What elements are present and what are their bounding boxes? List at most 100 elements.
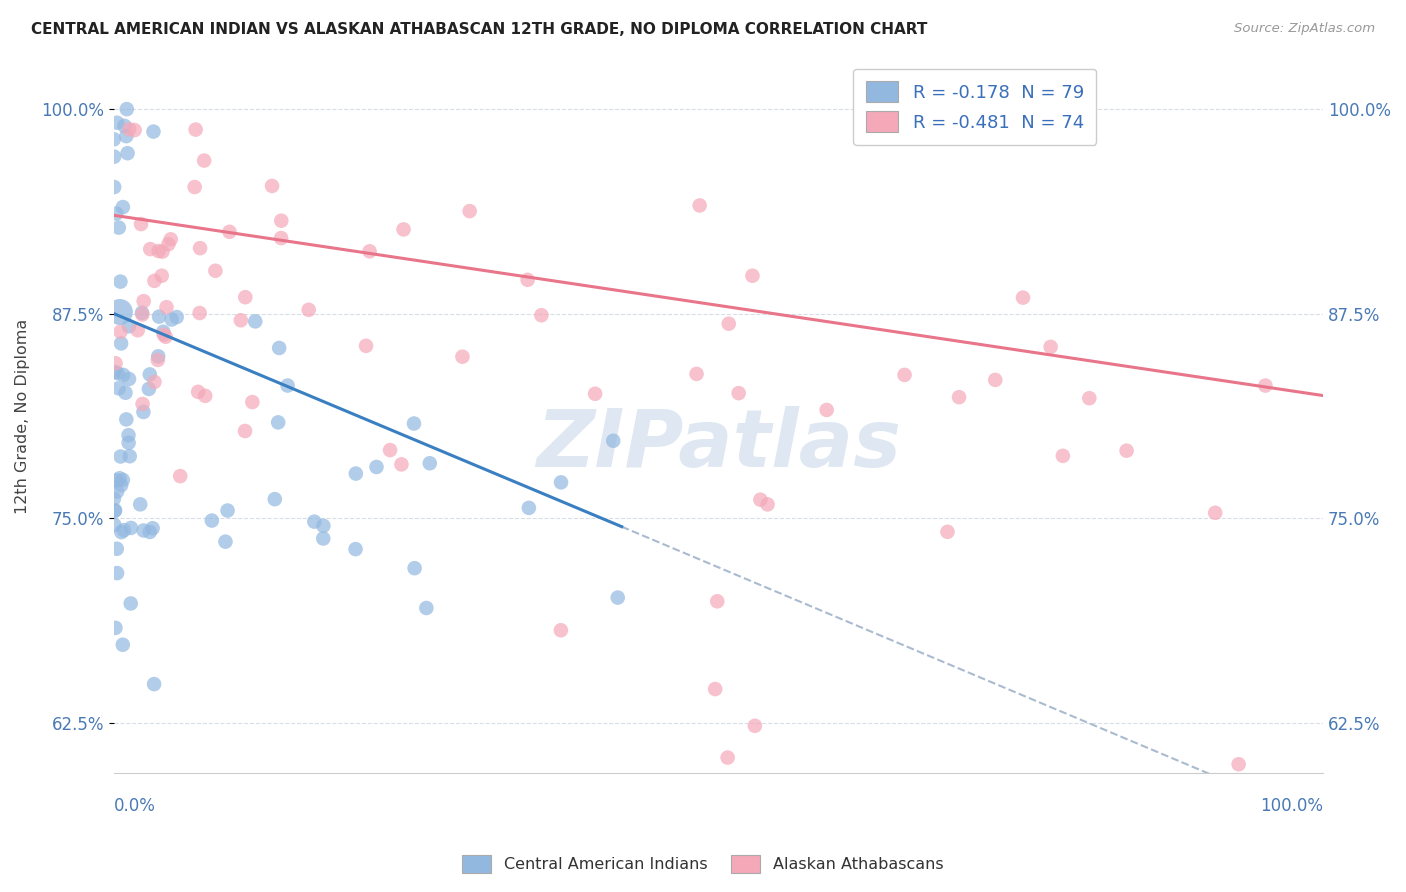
Point: [689, 198, 711, 212]
Point: [148, 349, 170, 363]
Point: [112, 368, 135, 382]
Point: [143, 274, 166, 288]
Point: [148, 310, 170, 324]
Point: [150, 268, 173, 283]
Point: [105, 206, 128, 220]
Point: [152, 325, 174, 339]
Point: [111, 473, 134, 487]
Point: [451, 350, 474, 364]
Point: [277, 378, 299, 392]
Point: [138, 382, 160, 396]
Point: [111, 638, 134, 652]
Point: [298, 302, 321, 317]
Point: [105, 474, 128, 488]
Point: [110, 336, 132, 351]
Point: [110, 325, 132, 339]
Point: [155, 330, 177, 344]
Point: [108, 305, 131, 319]
Point: [117, 146, 139, 161]
Point: [104, 621, 127, 635]
Point: [118, 122, 141, 136]
Point: [103, 150, 125, 164]
Point: [602, 434, 624, 448]
Point: [344, 467, 367, 481]
Point: [108, 471, 131, 485]
Point: [727, 386, 749, 401]
Point: [1012, 291, 1035, 305]
Point: [270, 231, 292, 245]
Text: ZIPatlas: ZIPatlas: [536, 406, 901, 483]
Point: [105, 116, 128, 130]
Point: [131, 308, 153, 322]
Point: [204, 264, 226, 278]
Point: [120, 597, 142, 611]
Point: [1227, 757, 1250, 772]
Point: [218, 225, 240, 239]
Point: [155, 300, 177, 314]
Point: [354, 339, 377, 353]
Point: [402, 417, 425, 431]
Point: [104, 504, 127, 518]
Point: [105, 566, 128, 580]
Point: [103, 180, 125, 194]
Point: [160, 312, 183, 326]
Point: [458, 204, 481, 219]
Point: [142, 125, 165, 139]
Point: [129, 217, 152, 231]
Point: [392, 222, 415, 236]
Point: [583, 386, 606, 401]
Point: [1115, 443, 1137, 458]
Point: [104, 503, 127, 517]
Point: [169, 469, 191, 483]
Point: [263, 492, 285, 507]
Point: [139, 368, 162, 382]
Point: [936, 524, 959, 539]
Text: Source: ZipAtlas.com: Source: ZipAtlas.com: [1234, 22, 1375, 36]
Point: [1204, 506, 1226, 520]
Point: [118, 372, 141, 386]
Point: [131, 397, 153, 411]
Point: [391, 458, 413, 472]
Point: [706, 594, 728, 608]
Point: [110, 275, 132, 289]
Point: [984, 373, 1007, 387]
Point: [741, 268, 763, 283]
Point: [419, 456, 441, 470]
Point: [717, 750, 740, 764]
Point: [312, 518, 335, 533]
Text: CENTRAL AMERICAN INDIAN VS ALASKAN ATHABASCAN 12TH GRADE, NO DIPLOMA CORRELATION: CENTRAL AMERICAN INDIAN VS ALASKAN ATHAB…: [31, 22, 928, 37]
Point: [344, 542, 367, 557]
Text: 100.0%: 100.0%: [1260, 797, 1323, 815]
Point: [893, 368, 915, 382]
Point: [159, 232, 181, 246]
Point: [132, 294, 155, 309]
Point: [749, 492, 772, 507]
Point: [115, 129, 138, 144]
Point: [108, 220, 131, 235]
Point: [139, 524, 162, 539]
Point: [110, 478, 132, 492]
Point: [217, 503, 239, 517]
Point: [117, 428, 139, 442]
Point: [260, 178, 283, 193]
Point: [415, 601, 437, 615]
Point: [115, 412, 138, 426]
Point: [550, 475, 572, 490]
Point: [233, 424, 256, 438]
Point: [1254, 378, 1277, 392]
Point: [117, 435, 139, 450]
Point: [184, 122, 207, 136]
Legend: Central American Indians, Alaskan Athabascans: Central American Indians, Alaskan Athaba…: [456, 848, 950, 880]
Point: [240, 395, 263, 409]
Point: [104, 356, 127, 370]
Legend: R = -0.178  N = 79, R = -0.481  N = 74: R = -0.178 N = 79, R = -0.481 N = 74: [853, 69, 1097, 145]
Point: [110, 525, 132, 540]
Point: [550, 624, 572, 638]
Point: [948, 390, 970, 404]
Point: [107, 366, 129, 380]
Point: [103, 365, 125, 379]
Point: [143, 375, 166, 389]
Point: [103, 491, 125, 506]
Point: [152, 244, 174, 259]
Point: [704, 681, 727, 696]
